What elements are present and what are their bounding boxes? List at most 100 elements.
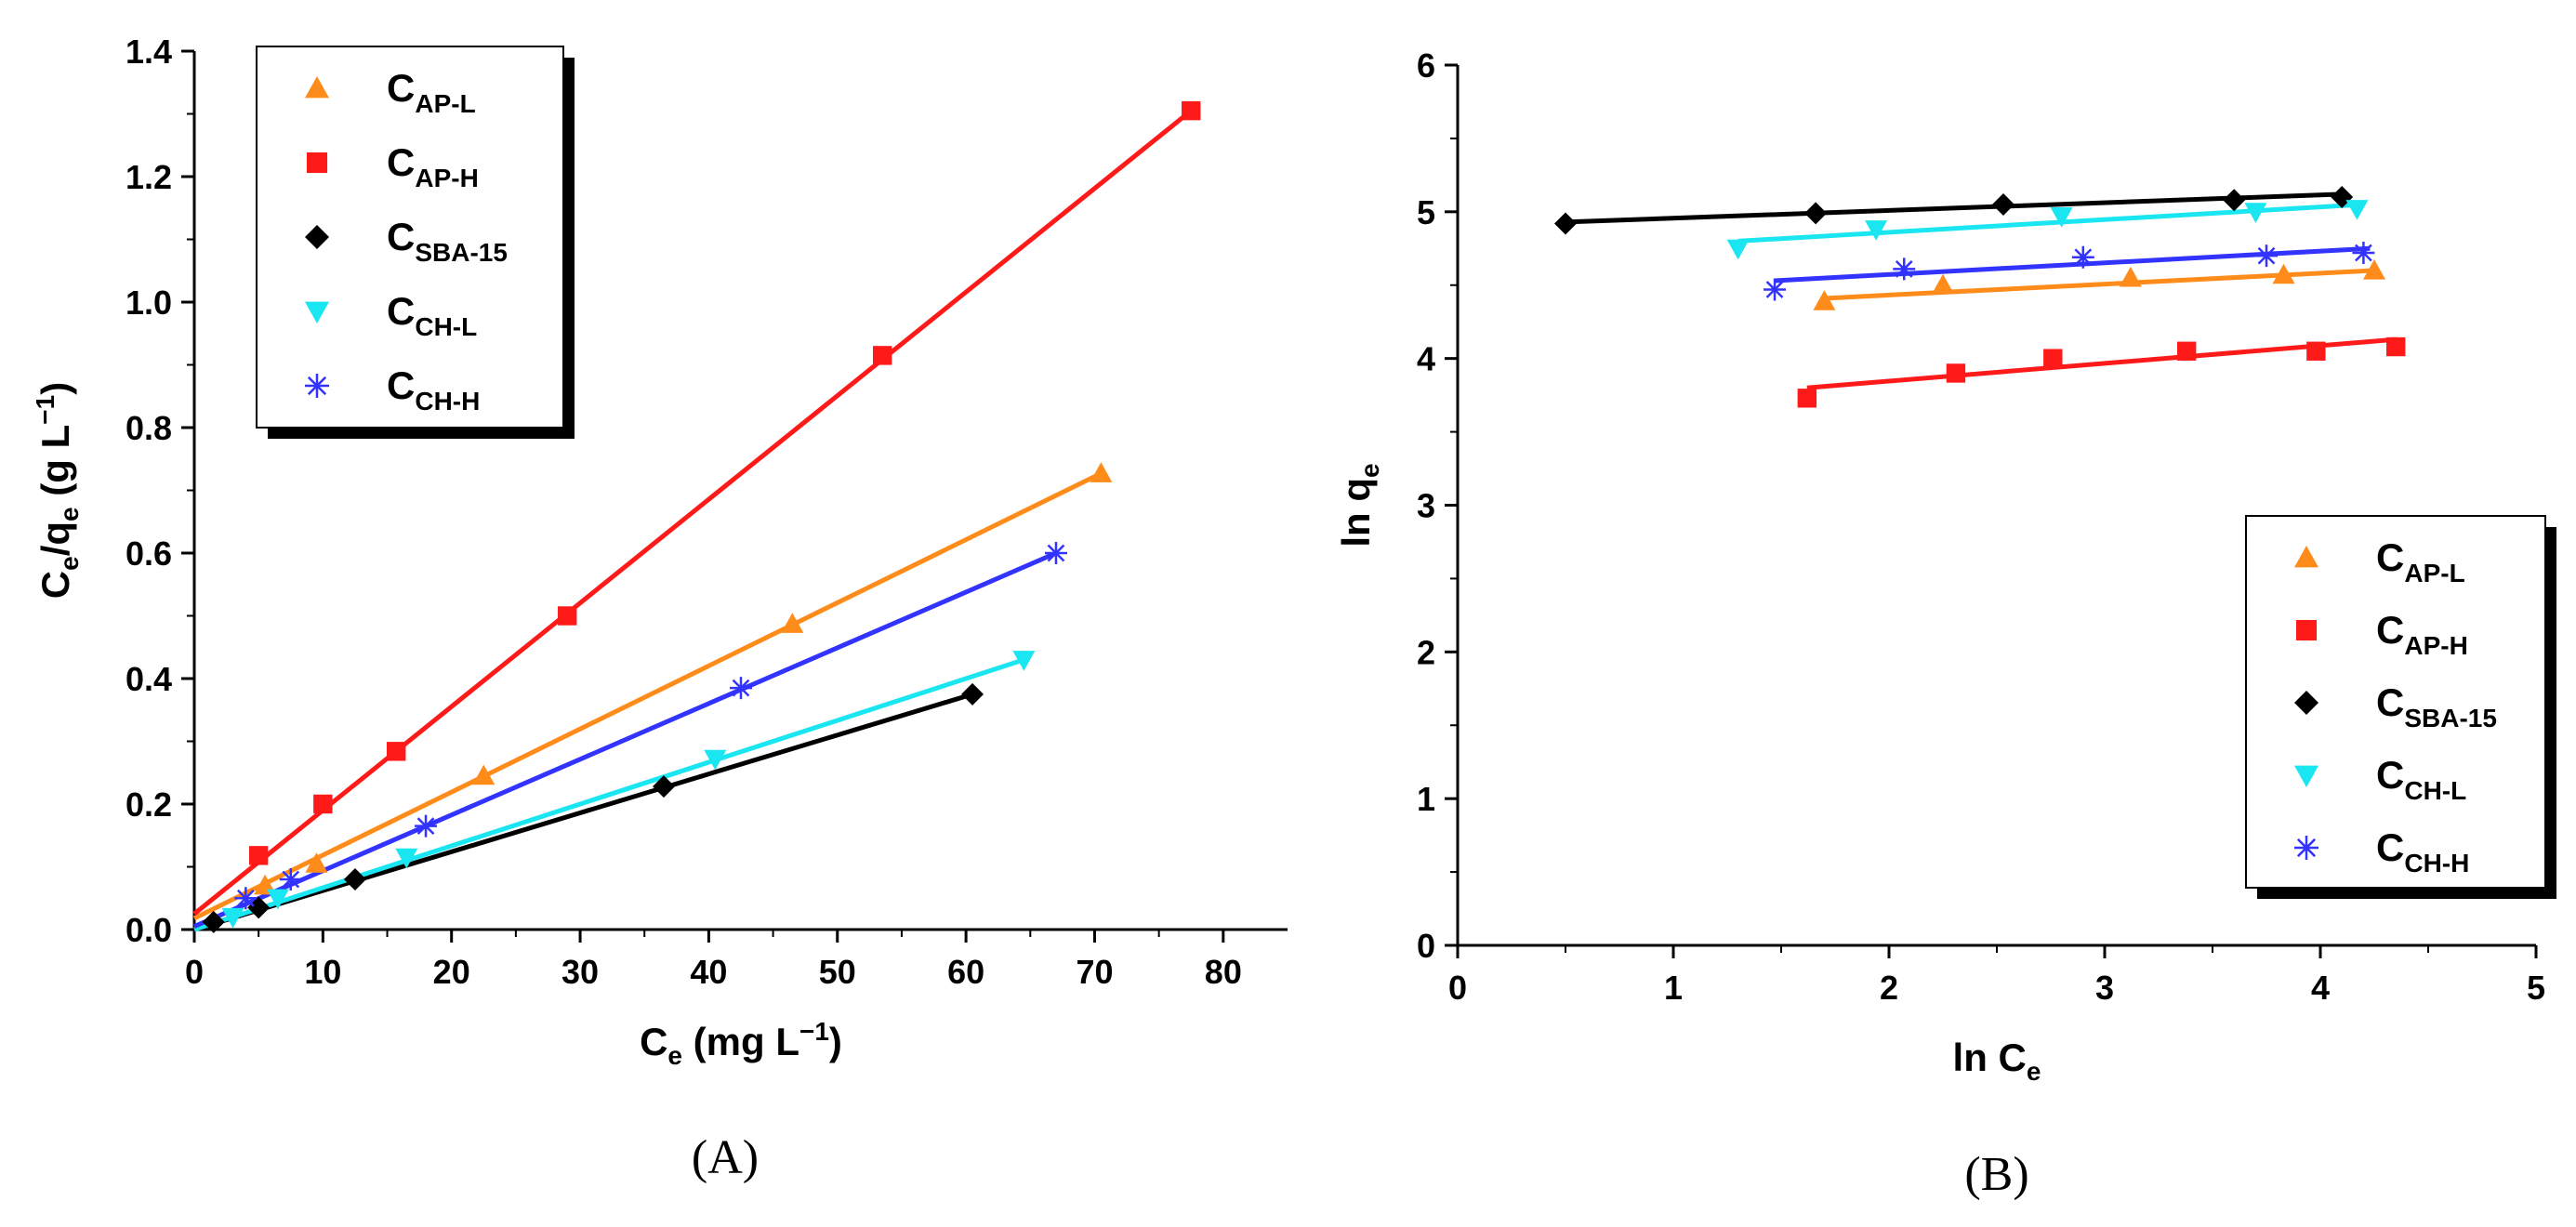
legend-entry: CAP-H	[387, 140, 479, 192]
x-tick-label: 2	[1880, 969, 1898, 1007]
y-tick-label: 0	[1417, 927, 1435, 965]
series-ap-l	[254, 462, 1113, 895]
data-point	[202, 910, 225, 933]
data-point-stroke	[1895, 260, 1913, 278]
data-point	[2386, 336, 2406, 357]
y-tick-label: 1	[1417, 780, 1435, 818]
data-point	[2363, 258, 2385, 280]
fit-line-sba-15	[193, 692, 973, 932]
data-point	[1090, 462, 1113, 482]
data-point	[2043, 349, 2063, 368]
data-point	[248, 846, 269, 865]
data-point	[221, 907, 244, 929]
y-tick-label: 5	[1417, 193, 1435, 231]
legend-entry: CCH-L	[387, 289, 477, 341]
fit-line-ch-h	[193, 550, 1057, 929]
legend-marker	[305, 374, 329, 398]
data-point	[1946, 363, 1966, 383]
legend-marker	[2295, 619, 2318, 641]
data-point	[2050, 206, 2073, 228]
y-tick-label: 0.4	[125, 660, 172, 698]
legend-marker	[2294, 546, 2318, 568]
fit-line-ch-l	[1737, 202, 2364, 244]
data-point	[652, 775, 675, 798]
data-point-stroke	[1047, 544, 1065, 562]
panel-label-a: (A)	[692, 1131, 759, 1184]
data-point	[266, 889, 289, 910]
series-ch-l	[221, 651, 1036, 929]
data-point	[395, 848, 418, 869]
chart-panel-b: 0 1 2 3 4 5 0 1 2 3 4 5 6 ln Ce ln qe CAP-L CAP-H CSBA-15…	[1334, 46, 2556, 1086]
data-point	[1726, 239, 1750, 260]
data-point	[1764, 278, 1787, 301]
y-tick-label: 1.0	[125, 284, 172, 322]
data-point	[961, 682, 984, 706]
data-point-stroke	[1765, 281, 1784, 298]
data-point	[1991, 192, 2015, 216]
y-tick-label: 3	[1417, 487, 1435, 525]
y-axis-label: Ce/qe (g L−1)	[31, 382, 84, 599]
legend-entry: CCH-L	[2376, 753, 2466, 805]
series-ap-h	[248, 100, 1201, 865]
data-point	[1044, 542, 1067, 564]
series-ch-l	[1726, 200, 2369, 260]
y-tick-label: 1.2	[125, 158, 172, 196]
data-point	[1012, 651, 1036, 671]
legend-entry: CCH-H	[387, 363, 480, 416]
legend: CAP-L CAP-H CSBA-15 CCH-L CCH-H	[2245, 515, 2556, 899]
legend-marker	[305, 301, 329, 323]
series-sba-15	[202, 682, 984, 933]
y-tick-label: 6	[1417, 46, 1435, 85]
data-point	[472, 764, 495, 785]
x-tick-label: 10	[304, 953, 341, 991]
x-tick-label: 60	[947, 953, 984, 991]
data-point	[1804, 202, 1828, 225]
series-ch-h	[234, 542, 1067, 910]
x-tick-label: 50	[819, 953, 856, 991]
x-tick-label: 20	[433, 953, 470, 991]
data-point	[247, 896, 271, 919]
x-tick-label: 1	[1664, 969, 1683, 1007]
legend-entry: CSBA-15	[387, 215, 508, 267]
data-point	[343, 868, 366, 891]
y-tick-label: 1.4	[125, 33, 172, 71]
data-point	[2272, 263, 2295, 284]
legend-marker	[2294, 765, 2318, 787]
data-point	[1932, 273, 1954, 295]
legend: CAP-L CAP-H CSBA-15 CCH-L CCH-H	[256, 46, 575, 439]
x-tick-label: 0	[185, 953, 204, 991]
data-point	[305, 852, 328, 873]
legend-marker-stroke	[307, 376, 327, 396]
legend-entry: CSBA-15	[2376, 680, 2497, 732]
y-tick-label: 0.2	[125, 785, 172, 824]
data-point	[2223, 189, 2246, 212]
series-ap-h	[1797, 336, 2406, 408]
data-point	[558, 606, 577, 626]
data-point	[1182, 100, 1201, 121]
legend-marker	[2294, 691, 2318, 715]
x-tick-label: 3	[2095, 969, 2114, 1007]
fit-line-ap-h	[1806, 336, 2397, 390]
data-point	[2176, 341, 2197, 361]
fit-line-ch-l	[193, 657, 1025, 932]
fit-line-ch-h	[1774, 245, 2371, 284]
x-tick-label: 30	[561, 953, 599, 991]
y-axis-label: ln qe	[1334, 463, 1384, 547]
data-point	[1865, 220, 1888, 241]
data-point	[234, 887, 258, 910]
chart-panel-a: 0 10 20 30 40 50 60 70 80 0.0 0.2 0.4 0.6 0.8 1.0 1.2 1.…	[31, 33, 1288, 1070]
data-point	[781, 613, 804, 633]
y-tick-label: 0.0	[125, 911, 172, 949]
series-ap-l	[1813, 258, 2385, 310]
data-point	[1813, 290, 1836, 310]
data-point-stroke	[2074, 248, 2093, 267]
legend-entry: CCH-H	[2376, 825, 2469, 877]
data-point	[313, 794, 333, 814]
data-point-stroke	[416, 817, 435, 835]
fit-line-ap-l	[192, 471, 1103, 921]
data-point	[2119, 266, 2142, 287]
data-point-stroke	[236, 889, 255, 907]
data-point	[2244, 203, 2267, 223]
data-point	[2306, 341, 2326, 361]
legend-marker	[305, 225, 329, 249]
